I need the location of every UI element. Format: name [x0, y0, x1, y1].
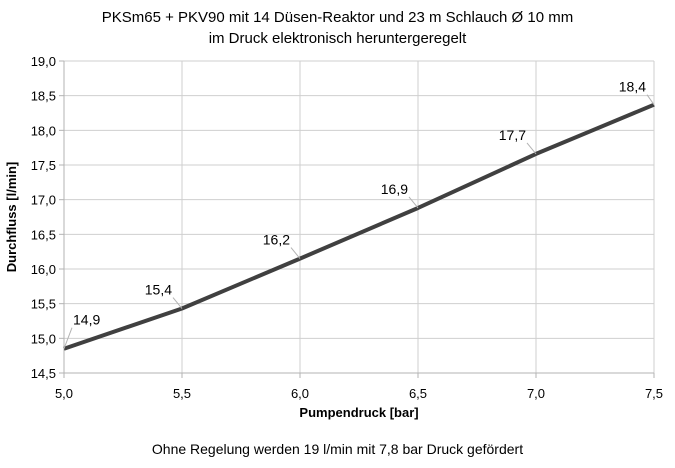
y-tick-label: 18,0: [31, 123, 56, 138]
data-label: 16,2: [263, 232, 290, 248]
x-tick-label: 5,5: [173, 386, 191, 401]
data-label: 17,7: [499, 127, 526, 143]
data-label: 14,9: [73, 312, 100, 328]
data-label-leader: [172, 297, 183, 309]
x-tick-label: 5,0: [55, 386, 73, 401]
data-label-leader: [290, 247, 301, 259]
series-lines: [63, 102, 655, 351]
x-tick-label: 6,5: [409, 386, 427, 401]
chart-title-line-1: PKSm65 + PKV90 mit 14 Düsen-Reaktor und …: [101, 9, 574, 26]
chart-title-line-2: im Druck elektronisch heruntergeregelt: [208, 30, 467, 47]
y-tick-label: 15,0: [31, 331, 56, 346]
series-line: [63, 102, 655, 351]
tick-labels: 14,5 15,0 15,5 16,0 16,5 17,0 17,5 18,0 18,5 19,0…: [31, 54, 663, 401]
x-tick-label: 7,5: [645, 386, 663, 401]
data-label-leader: [408, 196, 419, 209]
data-labels: 14,9 15,4 16,2 16,9 17,7 18,4: [63, 79, 655, 349]
data-label-leader: [526, 142, 537, 155]
footnote: Ohne Regelung werden 19 l/min mit 7,8 ba…: [151, 441, 524, 457]
y-axis-label: Durchfluss [l/min]: [4, 162, 19, 273]
y-tick-label: 18,5: [31, 89, 56, 104]
y-tick-label: 17,5: [31, 158, 56, 173]
x-tick-label: 6,0: [291, 386, 309, 401]
y-tick-label: 19,0: [31, 54, 56, 69]
y-tick-label: 16,0: [31, 262, 56, 277]
y-tick-label: 14,5: [31, 366, 56, 381]
x-tick-label: 7,0: [527, 386, 545, 401]
grid-lines: [63, 60, 655, 374]
axes: [59, 60, 655, 378]
data-label: 18,4: [619, 79, 646, 95]
data-label-leader: [63, 327, 73, 349]
y-tick-label: 15,5: [31, 297, 56, 312]
data-label-leader: [646, 94, 655, 105]
x-axis-label: Pumpendruck [bar]: [299, 405, 418, 420]
data-label: 15,4: [145, 282, 172, 298]
y-tick-label: 16,5: [31, 227, 56, 242]
y-tick-label: 17,0: [31, 193, 56, 208]
data-label: 16,9: [381, 181, 408, 197]
